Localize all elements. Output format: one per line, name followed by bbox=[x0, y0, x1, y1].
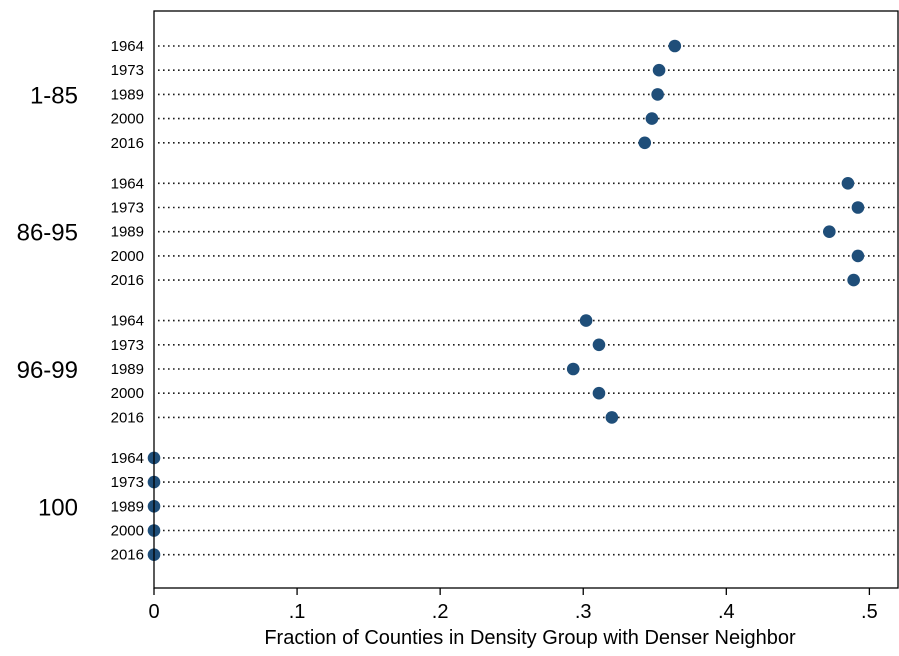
data-point bbox=[651, 88, 664, 101]
year-label: 2000 bbox=[111, 248, 144, 265]
plot-frame bbox=[153, 10, 899, 589]
data-row: 1964 bbox=[111, 175, 896, 192]
data-point bbox=[605, 411, 619, 424]
x-tick-label: .5 bbox=[861, 601, 878, 623]
x-tick-label: .1 bbox=[289, 601, 306, 623]
data-point bbox=[592, 338, 606, 352]
year-label: 1973 bbox=[111, 337, 144, 354]
year-label: 1964 bbox=[111, 450, 144, 467]
year-label: 1964 bbox=[111, 313, 144, 330]
year-label: 1989 bbox=[111, 224, 144, 241]
data-row: 2016 bbox=[111, 135, 896, 152]
year-label: 2000 bbox=[111, 523, 144, 540]
x-axis: 0 .1 .2 .3 .4 .5 bbox=[148, 588, 878, 623]
data-point bbox=[847, 273, 860, 287]
data-row: 1989 bbox=[111, 86, 896, 103]
data-point bbox=[851, 249, 865, 263]
data-row: 1964 bbox=[111, 450, 896, 467]
data-row: 2016 bbox=[111, 409, 896, 426]
data-row: 1973 bbox=[111, 337, 896, 354]
x-tick-label: .3 bbox=[575, 601, 592, 623]
year-label: 2016 bbox=[111, 272, 144, 289]
x-axis-title: Fraction of Counties in Density Group wi… bbox=[264, 627, 796, 649]
year-label: 1973 bbox=[111, 200, 144, 217]
group-labels: 1-85 86-95 96-99 100 bbox=[17, 82, 78, 521]
data-row: 2000 bbox=[111, 248, 896, 265]
data-row: 1973 bbox=[111, 62, 896, 79]
year-label: 1973 bbox=[111, 62, 144, 79]
data-point bbox=[851, 201, 865, 214]
data-row: 1973 bbox=[111, 474, 896, 491]
year-label: 2016 bbox=[111, 135, 144, 152]
data-row: 1989 bbox=[111, 498, 896, 515]
data-row: 2016 bbox=[111, 272, 896, 289]
data-row: 2000 bbox=[111, 111, 896, 128]
year-label: 2000 bbox=[111, 385, 144, 402]
year-label: 1989 bbox=[111, 361, 144, 378]
data-row: 2000 bbox=[111, 523, 896, 540]
data-point bbox=[579, 314, 593, 327]
x-tick-label: .2 bbox=[432, 601, 449, 623]
year-label: 1989 bbox=[111, 498, 144, 515]
group-label: 96-99 bbox=[17, 357, 78, 384]
x-tick-label: .4 bbox=[718, 601, 735, 623]
year-label: 2016 bbox=[111, 547, 144, 564]
year-label: 1964 bbox=[111, 38, 144, 55]
data-point bbox=[645, 112, 659, 125]
data-point bbox=[566, 362, 580, 376]
group-label: 1-85 bbox=[30, 82, 78, 109]
data-point bbox=[592, 386, 606, 400]
rows-layer: 1964 1973 1989 2000 2016 1964 1973 1989 2000 2016… bbox=[111, 38, 896, 564]
year-label: 2016 bbox=[111, 409, 144, 426]
group-label: 100 bbox=[38, 494, 78, 521]
data-point bbox=[668, 39, 682, 53]
data-point bbox=[652, 63, 666, 77]
year-label: 2000 bbox=[111, 111, 144, 128]
data-point bbox=[841, 177, 855, 190]
data-row: 1964 bbox=[111, 313, 896, 330]
data-row: 1964 bbox=[111, 38, 896, 55]
data-row: 1973 bbox=[111, 200, 896, 217]
year-label: 1964 bbox=[111, 175, 144, 192]
data-row: 2016 bbox=[111, 547, 896, 564]
year-label: 1973 bbox=[111, 474, 144, 491]
year-label: 1989 bbox=[111, 86, 144, 103]
data-row: 1989 bbox=[111, 224, 896, 241]
data-point bbox=[638, 136, 652, 150]
data-row: 2000 bbox=[111, 385, 896, 402]
data-row: 1989 bbox=[111, 361, 896, 378]
group-label: 86-95 bbox=[17, 220, 78, 247]
data-point bbox=[823, 225, 836, 238]
x-tick-label: 0 bbox=[148, 601, 159, 623]
